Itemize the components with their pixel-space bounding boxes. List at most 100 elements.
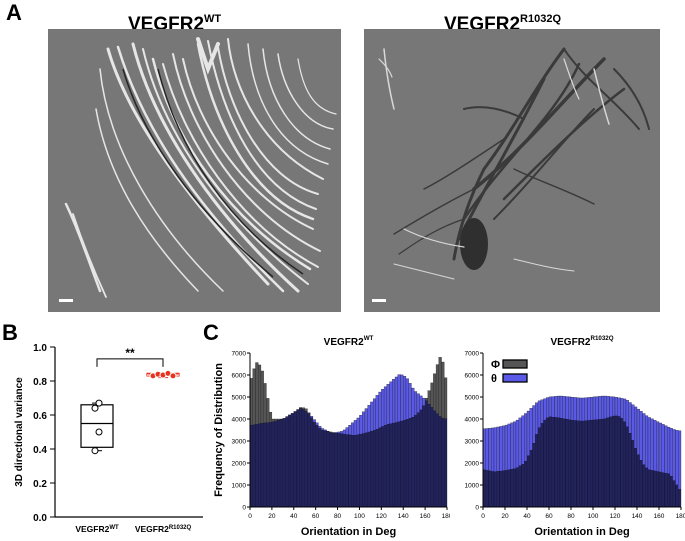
hist-bar-top (595, 396, 599, 420)
hist-bar-overlap (427, 404, 431, 508)
legend-swatch (502, 373, 528, 383)
hist-y-tick-label: 0 (242, 505, 246, 512)
hist-bar-top (381, 389, 385, 427)
hist-bar-overlap (372, 430, 377, 508)
hist-bar-top (507, 423, 511, 471)
hist-x-tick-label: 0 (248, 513, 252, 520)
hist-bar-top (568, 396, 572, 420)
hist-bar-overlap (312, 421, 316, 508)
box-data-point (91, 404, 99, 412)
hist-bar-top (392, 379, 396, 424)
hist-bar-top (345, 427, 349, 435)
hist-bar-overlap (631, 440, 635, 508)
micro-title-wt-sup: WT (204, 13, 222, 25)
hist-x-tick-label: 80 (567, 513, 575, 520)
hist-bar-top (551, 396, 555, 418)
hist-bar-top (378, 391, 382, 429)
hist-bar-top (318, 426, 322, 429)
hist-bar-overlap (269, 422, 273, 508)
hist-bar-top (397, 374, 401, 423)
hist-bar-top (438, 357, 442, 417)
hist-bar-overlap (562, 418, 566, 508)
hist-bar-overlap (491, 471, 495, 508)
hist-bar-top (340, 431, 344, 434)
hist-title-sup: WT (364, 335, 374, 342)
hist-bar-overlap (340, 433, 344, 508)
hist-bar-top (573, 397, 577, 421)
hist-x-tick-label: 20 (501, 513, 509, 520)
hist-bar-top (383, 386, 387, 426)
boxplot-x-label-main: VEGFR2 (135, 524, 169, 534)
hist-bar-overlap (507, 469, 511, 508)
hist-bar-top (403, 376, 407, 421)
scale-bar-wt (59, 299, 73, 302)
hist-bar-overlap (603, 418, 607, 508)
hist-x-tick-label: 140 (632, 513, 643, 520)
hist-bar-overlap (590, 420, 594, 508)
box-iqr (80, 404, 114, 448)
hist-bar-overlap (678, 489, 682, 508)
hist-bar-top (353, 420, 357, 436)
hist-bar-top (598, 396, 602, 420)
scale-bar-mutant (372, 299, 386, 302)
hist-bar-top (631, 404, 635, 441)
hist-bar-overlap (535, 434, 539, 508)
hist-bar-top (266, 398, 270, 423)
hist-bar-overlap (548, 416, 552, 508)
hist-bar-overlap (370, 431, 374, 508)
hist-bar-top (493, 427, 497, 472)
hist-bar-overlap (521, 464, 525, 508)
hist-bar-overlap (642, 464, 646, 508)
hist-x-tick-label: 140 (398, 513, 409, 520)
hist-bar-top (584, 397, 588, 421)
hist-bar-top (274, 418, 278, 422)
hist-title-main: VEGFR2 (324, 337, 364, 348)
hist-bar-top (548, 396, 552, 418)
box-data-point (91, 447, 99, 455)
hist-bar-top (510, 422, 514, 470)
hist-bar-overlap (408, 418, 412, 508)
mutant-dark-mass (460, 218, 488, 270)
hist-bar-overlap (315, 425, 319, 508)
hist-bar-top (351, 422, 355, 436)
hist-bar-top (634, 406, 638, 449)
hist-bar-overlap (609, 416, 613, 508)
hist-bar-overlap (639, 460, 643, 508)
hist-bar-top (592, 396, 596, 421)
hist-bar-overlap (532, 443, 536, 508)
hist-bar-top (367, 405, 371, 433)
hist-bar-top (499, 426, 503, 472)
hist-bar-overlap (304, 411, 308, 508)
hist-bar-top (400, 374, 404, 422)
hist-bar-overlap (362, 433, 366, 508)
hist-y-tick-label: 0 (475, 505, 479, 512)
hist-bar-top (405, 378, 409, 420)
hist-title-sup: R1032Q (590, 335, 613, 342)
hist-x-label: Orientation in Deg (301, 526, 396, 538)
hist-bar-overlap (601, 418, 605, 508)
hist-bar-overlap (422, 405, 426, 508)
hist-bar-top (277, 418, 281, 421)
micrograph-mutant (364, 29, 660, 312)
legend-swatch (502, 359, 528, 369)
hist-bar-overlap (623, 421, 627, 508)
hist-bar-overlap (288, 414, 292, 508)
hist-bar-overlap (389, 423, 393, 508)
hist-bar-top (414, 391, 418, 416)
hist-bar-overlap (301, 409, 305, 508)
hist-bar-overlap (293, 411, 297, 508)
histogram-mutant-chart: 0 1000 2000 3000 4000 5000 6000 7000 0 20 40 60 80 10… (465, 335, 685, 538)
hist-bar-overlap (351, 435, 355, 508)
hist-bar-overlap (551, 417, 555, 508)
hist-bar-overlap (656, 471, 660, 508)
micrograph-wt-drawing (64, 37, 337, 298)
hist-bar-overlap (529, 450, 533, 508)
hist-bar-top (678, 430, 682, 490)
hist-bar-overlap (383, 425, 387, 508)
hist-bar-overlap (438, 416, 442, 508)
hist-x-tick-label: 100 (354, 513, 365, 520)
hist-bar-overlap (394, 422, 398, 508)
hist-bar-top (642, 413, 646, 465)
hist-bar-overlap (381, 426, 385, 508)
hist-bar-top (441, 361, 445, 419)
